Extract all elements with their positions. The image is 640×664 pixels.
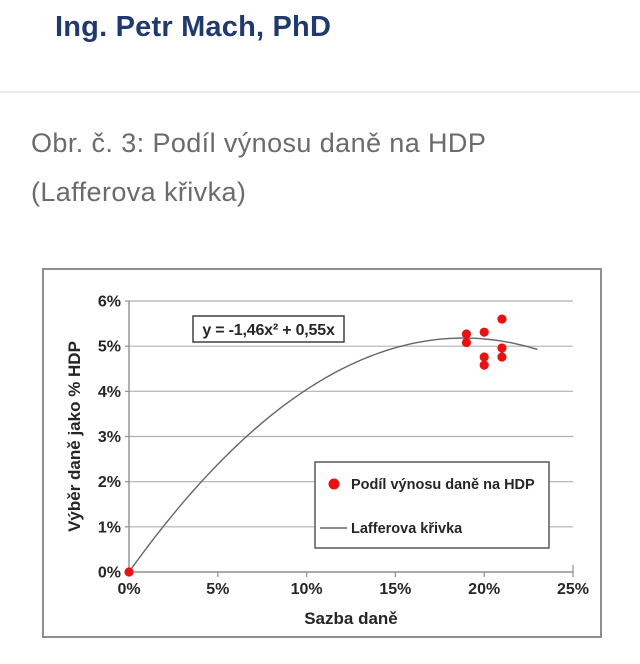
data-point <box>124 567 134 577</box>
data-point <box>461 329 472 339</box>
legend-box <box>314 461 550 549</box>
equation-box <box>192 315 345 343</box>
x-tick-label: 10% <box>291 581 323 598</box>
data-point <box>479 352 489 362</box>
y-tick-label: 3% <box>98 429 121 446</box>
y-tick-label: 0% <box>98 565 121 582</box>
data-point <box>479 360 489 370</box>
data-point <box>497 352 507 362</box>
legend-entry-label: Podíl výnosu daně na HDP <box>351 477 535 493</box>
figure-caption: Obr. č. 3: Podíl výnosu daně na HDP (Laf… <box>31 119 486 217</box>
page-title: Ing. Petr Mach, PhD <box>55 11 332 43</box>
laffer-chart-frame: y = -1,46x² + 0,55x Podíl výnosu daně na … <box>42 268 602 638</box>
y-tick-label: 4% <box>98 384 121 401</box>
x-tick-label: 15% <box>379 581 411 598</box>
data-point <box>461 337 472 348</box>
data-point <box>479 327 489 337</box>
x-axis-title: Sazba daně <box>304 609 398 628</box>
header-divider <box>0 91 640 93</box>
y-tick-label: 5% <box>98 339 121 356</box>
x-tick-label: 5% <box>206 581 229 598</box>
laffer-curve-line <box>128 337 538 573</box>
data-point <box>497 343 507 353</box>
x-tick-label: 25% <box>557 581 589 598</box>
data-point <box>497 314 507 324</box>
y-tick-label: 1% <box>98 519 121 536</box>
legend-marker-dot <box>328 478 340 490</box>
figure-caption-line2: (Lafferova křivka) <box>31 177 247 207</box>
x-tick-label: 0% <box>117 581 140 598</box>
equation-label: y = -1,46x² + 0,55x <box>202 322 335 339</box>
figure-caption-line1: Obr. č. 3: Podíl výnosu daně na HDP <box>31 128 487 158</box>
y-axis-title: Výběr daně jako % HDP <box>65 341 84 532</box>
x-tick-label: 20% <box>468 581 500 598</box>
y-tick-label: 6% <box>98 294 121 311</box>
y-tick-label: 2% <box>98 474 121 491</box>
legend-entry-label: Lafferova křivka <box>351 521 463 537</box>
laffer-chart: y = -1,46x² + 0,55x Podíl výnosu daně na … <box>65 294 589 629</box>
